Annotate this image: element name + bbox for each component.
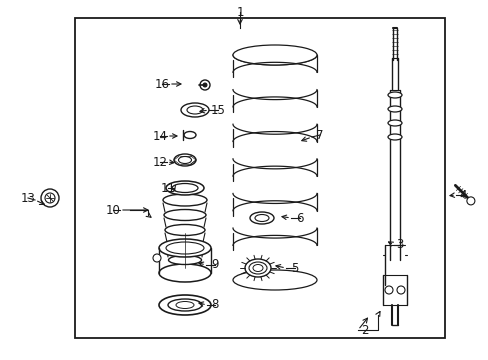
Ellipse shape <box>387 106 401 112</box>
Ellipse shape <box>387 120 401 126</box>
Text: 1: 1 <box>236 5 243 18</box>
Text: 3: 3 <box>395 239 403 252</box>
Text: 12: 12 <box>152 156 167 168</box>
Ellipse shape <box>254 215 268 221</box>
Ellipse shape <box>387 92 401 98</box>
Text: 11: 11 <box>160 181 175 194</box>
Ellipse shape <box>183 131 196 139</box>
Text: 13: 13 <box>20 192 35 204</box>
Text: 4: 4 <box>458 189 466 202</box>
Circle shape <box>466 197 474 205</box>
Text: 6: 6 <box>296 212 303 225</box>
Circle shape <box>384 286 392 294</box>
Ellipse shape <box>174 154 196 166</box>
Ellipse shape <box>176 302 194 309</box>
Bar <box>75 18 444 338</box>
Text: 9: 9 <box>211 258 218 271</box>
Circle shape <box>396 286 404 294</box>
Text: 2: 2 <box>361 324 368 337</box>
Text: 15: 15 <box>210 104 225 117</box>
Ellipse shape <box>168 299 202 311</box>
Ellipse shape <box>232 45 316 65</box>
Circle shape <box>200 80 209 90</box>
Ellipse shape <box>165 242 203 254</box>
Ellipse shape <box>181 103 208 117</box>
Text: 14: 14 <box>152 130 167 143</box>
Ellipse shape <box>159 295 210 315</box>
Ellipse shape <box>165 181 203 195</box>
Ellipse shape <box>166 240 203 250</box>
Ellipse shape <box>252 265 263 271</box>
Text: 10: 10 <box>105 203 120 216</box>
Text: 5: 5 <box>291 261 298 275</box>
Text: 7: 7 <box>316 129 323 141</box>
Ellipse shape <box>159 239 210 257</box>
Ellipse shape <box>172 184 198 193</box>
Circle shape <box>203 83 206 87</box>
Ellipse shape <box>186 106 203 114</box>
Ellipse shape <box>163 194 206 206</box>
Ellipse shape <box>387 134 401 140</box>
Ellipse shape <box>164 225 204 235</box>
Ellipse shape <box>244 259 270 277</box>
Circle shape <box>45 193 55 203</box>
Ellipse shape <box>159 264 210 282</box>
Ellipse shape <box>168 256 201 265</box>
Ellipse shape <box>249 212 273 224</box>
Circle shape <box>153 254 161 262</box>
Text: 16: 16 <box>154 77 169 90</box>
Ellipse shape <box>163 210 205 220</box>
Text: 8: 8 <box>211 298 218 311</box>
Ellipse shape <box>232 270 316 290</box>
Ellipse shape <box>248 262 266 274</box>
Ellipse shape <box>178 157 191 163</box>
Circle shape <box>41 189 59 207</box>
